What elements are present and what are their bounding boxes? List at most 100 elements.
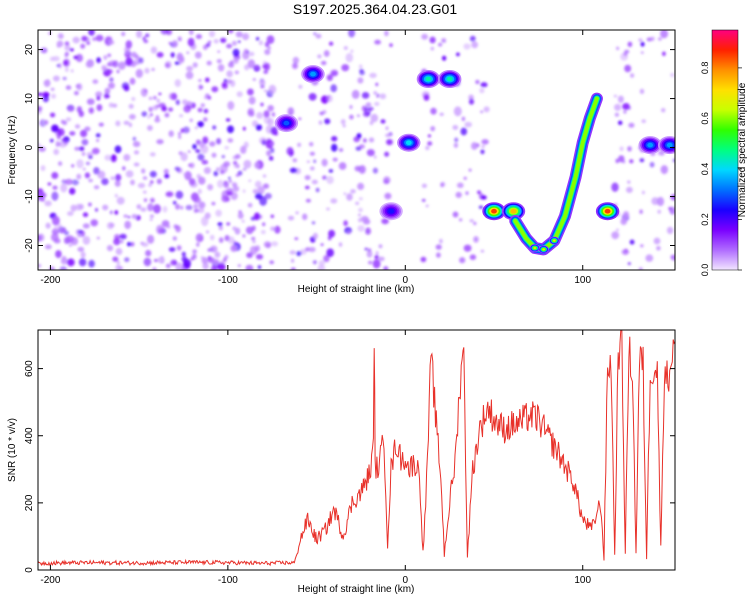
noise-speck: [338, 148, 344, 152]
spectral-peak: [542, 248, 545, 251]
noise-speck: [129, 77, 136, 85]
noise-speck: [326, 207, 330, 211]
noise-speck: [255, 37, 260, 41]
noise-speck: [194, 51, 202, 59]
noise-speck: [147, 203, 154, 212]
noise-speck: [254, 245, 261, 252]
noise-speck: [74, 91, 79, 96]
spectrogram-x-label: Height of straight line (km): [298, 284, 415, 295]
noise-speck: [145, 33, 150, 38]
noise-speck: [468, 94, 474, 101]
noise-speck: [351, 89, 360, 99]
noise-speck: [252, 240, 256, 244]
noise-speck: [238, 210, 242, 214]
noise-speck: [149, 214, 154, 218]
noise-speck: [385, 133, 391, 138]
snr-plot-area: [38, 330, 675, 570]
noise-speck: [423, 94, 430, 101]
noise-speck: [96, 104, 103, 112]
noise-speck: [262, 183, 270, 189]
noise-speck: [441, 38, 447, 43]
noise-speck: [322, 175, 327, 180]
noise-speck: [248, 96, 256, 105]
noise-speck: [176, 245, 182, 251]
noise-speck: [660, 30, 669, 39]
noise-speck: [436, 252, 441, 258]
noise-speck: [268, 157, 274, 161]
noise-speck: [326, 94, 333, 103]
colorbar-label: Normalized spectral amplitude: [737, 82, 748, 217]
noise-speck: [211, 86, 219, 93]
noise-speck: [203, 167, 211, 174]
noise-speck: [302, 213, 308, 221]
noise-speck: [214, 251, 221, 258]
spectral-peak: [425, 76, 432, 82]
noise-speck: [64, 41, 70, 46]
noise-speck: [304, 185, 310, 190]
noise-speck: [670, 254, 675, 261]
noise-speck: [295, 211, 299, 215]
noise-speck: [298, 117, 302, 120]
noise-speck: [223, 257, 227, 263]
noise-speck: [132, 141, 141, 148]
snr-frame: [37, 329, 676, 571]
noise-speck: [354, 165, 362, 172]
noise-speck: [615, 158, 620, 164]
noise-speck: [425, 204, 429, 208]
noise-speck: [642, 190, 645, 195]
noise-speck: [420, 256, 427, 263]
noise-speck: [189, 162, 195, 169]
noise-speck: [641, 119, 646, 123]
noise-speck: [232, 185, 240, 192]
noise-speck: [120, 239, 124, 244]
noise-speck: [108, 40, 115, 45]
noise-speck: [355, 146, 362, 151]
noise-speck: [365, 227, 371, 235]
noise-speck: [193, 196, 201, 204]
noise-speck: [207, 256, 212, 260]
noise-speck: [104, 154, 112, 161]
noise-speck: [656, 196, 665, 207]
noise-speck: [289, 250, 296, 255]
noise-speck: [198, 79, 202, 82]
noise-speck: [345, 53, 354, 63]
noise-speck: [132, 136, 137, 142]
noise-speck: [452, 211, 459, 218]
noise-speck: [69, 48, 74, 52]
noise-speck: [629, 159, 634, 164]
noise-speck: [473, 221, 477, 226]
noise-speck: [123, 154, 131, 161]
noise-speck: [368, 137, 375, 143]
noise-speck: [202, 136, 209, 144]
noise-speck: [324, 118, 331, 125]
noise-speck: [330, 198, 338, 204]
noise-speck: [298, 84, 303, 89]
noise-speck: [185, 204, 193, 211]
noise-speck: [140, 207, 147, 212]
spectrogram-x-tick-label: 0: [403, 275, 409, 286]
noise-speck: [114, 145, 122, 154]
noise-speck: [149, 218, 153, 221]
noise-speck: [383, 176, 391, 184]
noise-speck: [372, 259, 381, 269]
noise-speck: [108, 82, 115, 89]
noise-speck: [202, 262, 209, 270]
noise-speck: [62, 76, 67, 81]
noise-speck: [77, 229, 83, 234]
noise-speck: [198, 84, 203, 90]
noise-speck: [179, 114, 184, 118]
noise-speck: [47, 182, 52, 186]
colorbar-tick-label: 0.0: [700, 264, 710, 277]
noise-speck: [40, 197, 45, 202]
noise-speck: [80, 43, 86, 49]
noise-speck: [50, 112, 56, 118]
noise-speck: [243, 48, 249, 54]
noise-speck: [175, 225, 181, 233]
noise-speck: [358, 197, 363, 201]
noise-speck: [653, 237, 661, 245]
noise-speck: [60, 119, 65, 124]
noise-speck: [93, 185, 100, 190]
noise-speck: [64, 67, 69, 73]
snr-x-tick-label: 0: [403, 575, 409, 586]
